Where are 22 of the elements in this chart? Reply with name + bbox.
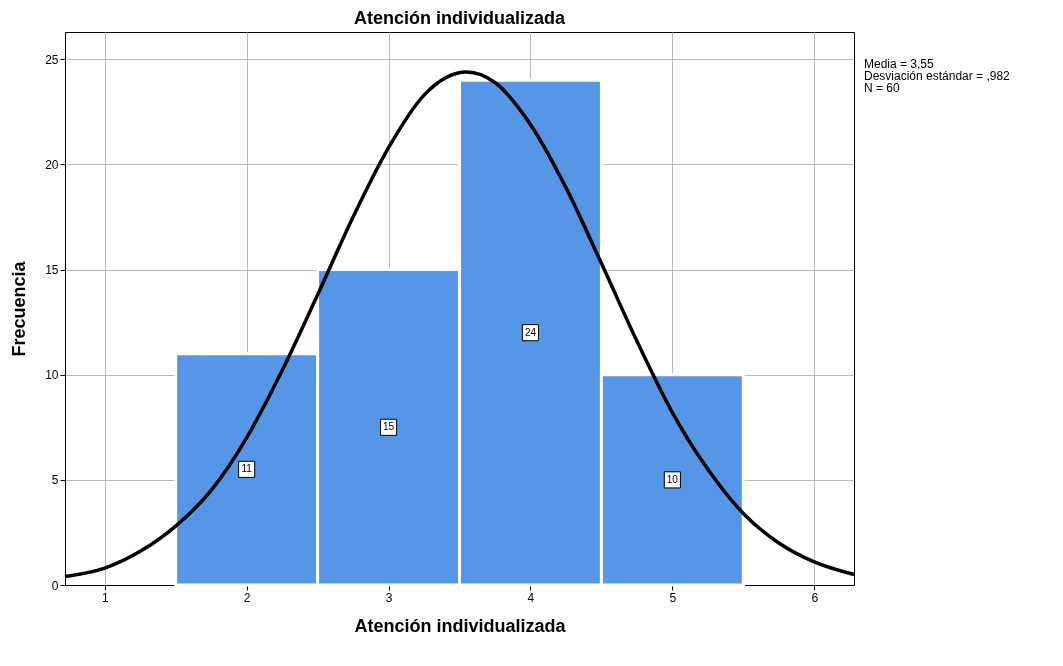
text: N = 60 <box>864 81 901 95</box>
y-tick-label: 15 <box>45 263 59 278</box>
y-tick-label: 25 <box>45 52 59 67</box>
data-label: 24 <box>524 326 537 338</box>
text: Desviación estándar = ,982 <box>864 69 1011 83</box>
chart-title: Atención individualizada <box>353 8 566 28</box>
x-tick-label: 1 <box>101 590 109 605</box>
y-tick-label: 10 <box>45 368 59 383</box>
y-tick-label: 5 <box>51 473 59 488</box>
x-tick-label: 3 <box>385 590 393 605</box>
x-tick-label: 5 <box>669 590 677 605</box>
x-tick-label: 4 <box>527 590 535 605</box>
data-label: 15 <box>382 421 395 433</box>
x-tick-label: 6 <box>811 590 819 605</box>
data-label: 10 <box>666 473 679 485</box>
x-tick-label: 2 <box>243 590 251 605</box>
y-tick-label: 20 <box>45 157 59 172</box>
data-label: 11 <box>241 463 253 475</box>
y-tick-label: 0 <box>51 578 59 593</box>
y-axis-title: Frecuencia <box>9 260 30 357</box>
x-axis-title: Atención individualizada <box>354 615 567 636</box>
text: Media = 3,55 <box>864 57 935 71</box>
